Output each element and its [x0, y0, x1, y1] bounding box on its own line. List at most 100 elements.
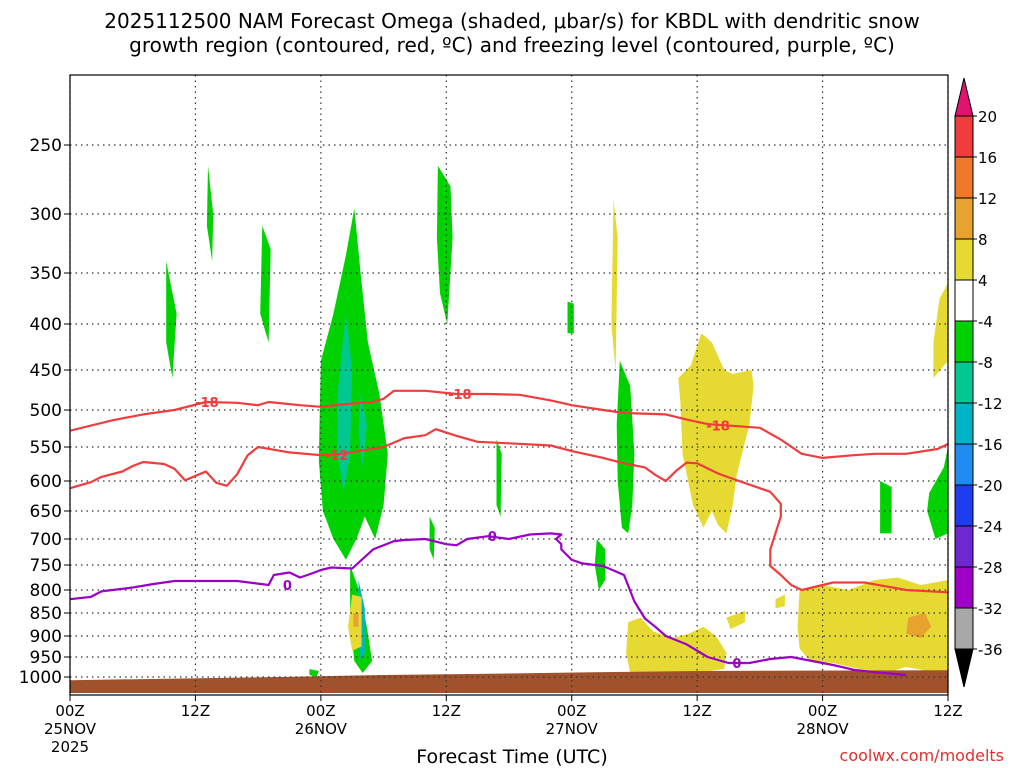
legend-label: -24 — [978, 518, 1003, 536]
legend-label: 16 — [978, 149, 997, 167]
legend-bin-13 — [954, 607, 974, 650]
x-tick-label: 12Z — [181, 702, 210, 720]
contour-line-2 — [70, 532, 907, 677]
contour-layer: -18 -18 -18 -12 0 0 0 — [70, 388, 948, 677]
x-tick-label: 00Z — [306, 702, 335, 720]
legend-bin-1 — [954, 115, 974, 158]
x-tick-label: 00Z — [557, 702, 586, 720]
y-tick-label: 450 — [30, 361, 62, 381]
y-tick-label: 800 — [30, 581, 62, 601]
ground-surface — [70, 670, 948, 693]
y-tick-label: 1000 — [19, 668, 62, 688]
ground-layer — [70, 670, 948, 693]
x-tick-label: 00Z — [808, 702, 837, 720]
legend-bin-6 — [954, 320, 974, 363]
y-tick-label: 500 — [30, 401, 62, 421]
contour-line-0 — [70, 389, 948, 459]
contour-label-4: 0 — [283, 579, 292, 594]
contour-line-1 — [70, 428, 948, 594]
omega-region-22 — [775, 594, 785, 609]
x-tick-date: 28NOV — [797, 720, 850, 738]
legend-label: -8 — [978, 354, 993, 372]
contour-label-2: -18 — [706, 420, 730, 435]
y-axis: 250 300 350 400 450 500 550 600 650 700 750 800 850 9… — [19, 136, 70, 688]
omega-region-23 — [797, 577, 948, 673]
color-legend: 20 16 12 8 4 -4 -8 -12 -16 -20 -24 -28 -32 -36 — [954, 77, 1003, 688]
y-tick-label: 400 — [30, 315, 62, 335]
omega-region-19 — [933, 283, 948, 378]
x-tick-date: 26NOV — [295, 720, 348, 738]
x-tick-label: 12Z — [432, 702, 461, 720]
x-tick-date: 25NOV — [44, 720, 97, 738]
legend-bin-12 — [954, 566, 974, 609]
legend-label: 12 — [978, 190, 997, 208]
chart-title-line-1: 2025112500 NAM Forecast Omega (shaded, μ… — [104, 9, 920, 33]
legend-arrow-bottom — [954, 648, 974, 688]
contour-label-5: 0 — [488, 530, 497, 545]
y-tick-label: 250 — [30, 136, 62, 156]
legend-label: -12 — [978, 395, 1003, 413]
x-axis-label: Forecast Time (UTC) — [416, 746, 608, 768]
omega-region-17 — [611, 200, 618, 370]
legend-bin-9 — [954, 443, 974, 486]
omega-region-1 — [206, 165, 214, 262]
legend-label: -16 — [978, 436, 1003, 454]
legend-bin-2 — [954, 156, 974, 199]
legend-label: 4 — [978, 272, 988, 290]
y-tick-label: 650 — [30, 502, 62, 522]
omega-region-20 — [626, 617, 727, 677]
y-tick-label: 850 — [30, 604, 62, 624]
y-tick-label: 600 — [30, 472, 62, 492]
legend-label: -28 — [978, 559, 1003, 577]
legend-label: -20 — [978, 477, 1003, 495]
x-tick-label: 12Z — [933, 702, 962, 720]
omega-region-2 — [260, 225, 271, 343]
omega-region-9 — [429, 516, 435, 560]
legend-label: 20 — [978, 108, 997, 126]
y-tick-label: 700 — [30, 530, 62, 550]
plot-frame — [69, 74, 949, 696]
y-tick-label: 900 — [30, 627, 62, 647]
omega-shading-layer — [166, 165, 948, 677]
omega-region-14 — [309, 669, 319, 677]
x-tick-year: 2025 — [51, 738, 89, 756]
y-tick-label: 300 — [30, 205, 62, 225]
y-tick-label: 550 — [30, 438, 62, 458]
legend-bin-5 — [954, 279, 974, 322]
chart-title-line-2: growth region (contoured, red, ºC) and f… — [129, 33, 895, 57]
legend-bin-11 — [954, 525, 974, 568]
y-tick-label: 950 — [30, 648, 62, 668]
omega-region-11 — [567, 301, 574, 334]
legend-arrow-top — [954, 77, 974, 117]
contour-label-3: -12 — [325, 449, 349, 464]
contour-label-0: -18 — [195, 396, 219, 411]
y-tick-label: 350 — [30, 264, 62, 284]
x-tick-date: 27NOV — [546, 720, 599, 738]
credit-text: coolwx.com/modelts — [839, 746, 1004, 765]
x-tick-label: 00Z — [55, 702, 84, 720]
omega-region-24 — [906, 613, 932, 639]
legend-bin-3 — [954, 197, 974, 240]
omega-region-8 — [436, 165, 453, 324]
legend-label: -4 — [978, 313, 993, 331]
omega-region-26 — [353, 613, 359, 627]
legend-bin-4 — [954, 238, 974, 281]
omega-region-15 — [880, 481, 892, 534]
contour-label-1: -18 — [448, 388, 472, 403]
omega-region-0 — [166, 261, 177, 378]
omega-region-5 — [358, 394, 367, 468]
legend-label: -36 — [978, 641, 1003, 659]
omega-region-16 — [927, 447, 948, 539]
legend-label: -32 — [978, 600, 1003, 618]
legend-bin-7 — [954, 361, 974, 404]
legend-label: 8 — [978, 231, 988, 249]
y-tick-label: 750 — [30, 556, 62, 576]
omega-region-10 — [496, 439, 502, 517]
legend-bin-8 — [954, 402, 974, 445]
x-tick-label: 12Z — [682, 702, 711, 720]
contour-label-6: 0 — [732, 657, 741, 672]
legend-bin-10 — [954, 484, 974, 527]
omega-region-21 — [726, 610, 746, 630]
